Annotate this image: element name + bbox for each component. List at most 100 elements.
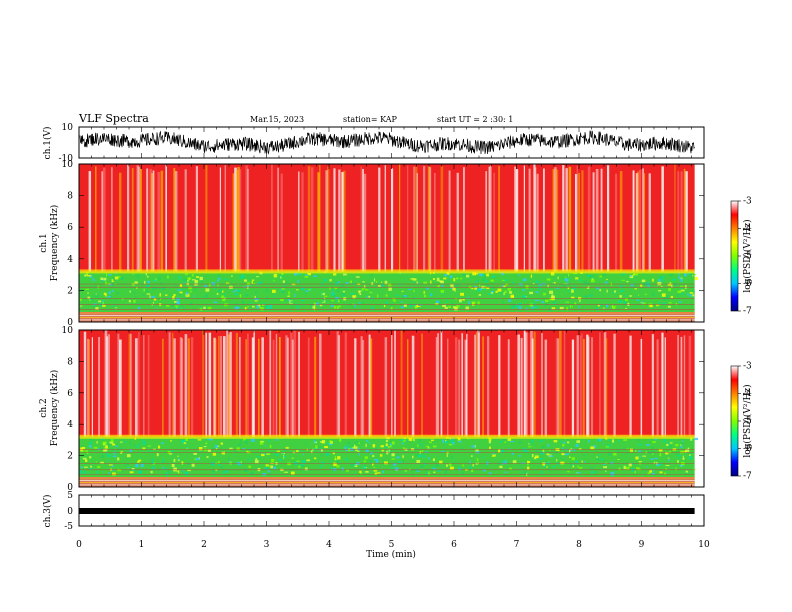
spectrogram-streak [642,168,644,272]
spectrogram-speckle [282,452,284,455]
spectrogram-streak [683,335,686,437]
spectrogram-speckle [212,452,217,456]
spectrogram-speckle [304,467,308,471]
spectrogram-streak [498,335,501,437]
spectrogram-streak [117,333,120,437]
spectrogram-speckle [365,471,369,473]
spectrogram-streak [498,166,500,272]
spectrogram-speckle [408,437,413,441]
spectrogram-speckle [528,446,532,448]
time-tick-label: 2 [201,540,207,550]
spectrogram-streak [354,338,357,437]
spectrogram-speckle [281,288,283,291]
spectrogram-speckle [658,290,662,292]
spectrogram-speckle [364,285,366,289]
spectrogram-speckle [449,275,453,279]
spectrogram-speckle [652,293,655,296]
spectrogram-speckle [226,282,230,284]
spectrogram-speckle [300,300,305,302]
spectrogram-speckle [370,452,373,455]
spectrogram-speckle [454,307,458,311]
spectrogram-speckle [263,302,266,305]
spectrogram-speckle [635,467,640,470]
spectrogram-speckle [180,307,185,309]
spectrogram-speckle [310,287,312,291]
spectrogram-speckle [195,457,200,461]
spectrogram-speckle [218,460,220,465]
spectrogram-speckle [471,301,476,304]
spectrogram-streak [514,166,517,272]
spectrogram-speckle [187,469,191,472]
spectrogram-speckle [548,449,551,451]
spectrogram-streak [338,169,341,272]
spectrogram-speckle [267,469,270,473]
spectrogram-speckle [596,458,600,461]
spectrogram-speckle [406,439,409,442]
spectrogram-speckle [684,459,687,461]
spectrogram-speckle [547,471,551,473]
spectrogram-speckle [638,294,640,296]
spectrogram-speckle [404,448,408,451]
spectrogram-speckle [327,442,330,444]
spectrogram-speckle [219,289,221,291]
spectrogram-speckle [676,453,680,456]
spectrogram-streak [277,167,279,272]
spectrogram-speckle [433,468,437,470]
spectrogram-speckle [392,441,395,445]
spectrogram-speckle [363,465,366,469]
spectrogram-speckle [476,288,481,292]
spectrogram-streak [285,335,288,437]
spectrogram-speckle [280,276,282,279]
spectrogram-speckle [634,288,638,290]
spectrogram-speckle [138,470,142,474]
spectrogram-speckle [597,438,600,442]
spectrogram-speckle [435,300,440,304]
spectrogram-streak [477,330,480,437]
spectrogram-speckle [569,449,571,453]
spectrogram-speckle [475,280,478,283]
spectrogram-speckle [305,274,308,276]
spectrogram-speckle [189,302,193,306]
spectrogram-speckle [304,291,307,295]
spectrogram-speckle [569,456,571,458]
spectrogram-speckle [300,287,305,290]
spectrogram-speckle [501,284,504,287]
spectrogram-speckle [281,288,285,290]
spectrogram-speckle [590,446,595,450]
spectrogram-speckle [359,292,362,295]
spectrogram-speckle [385,443,388,447]
spectrogram-speckle [474,287,477,290]
spectrogram-speckle [276,450,281,452]
spectrogram-speckle [174,306,177,310]
spectrogram-speckle [102,302,104,306]
spectrogram-speckle [218,463,221,466]
spectrogram-streak [261,337,264,437]
spectrogram-speckle [96,461,98,463]
spectrogram-speckle [294,293,296,298]
spectrogram-speckle [520,472,522,475]
spectrogram-speckle [432,445,437,448]
spectrogram-speckle [688,452,690,455]
spectrogram-speckle [667,283,672,286]
spectrogram-transition [79,269,695,274]
spectrogram-speckle [639,455,641,458]
spectrogram-speckle [243,438,246,441]
spectrogram-speckle [547,284,549,288]
spectrogram-speckle [561,453,565,456]
spectrogram-speckle [583,461,586,463]
spectrogram-speckle [274,453,279,456]
spectrogram-speckle [457,437,461,441]
spectrogram-speckle [554,451,559,453]
spectrogram-speckle [132,273,134,275]
spectrogram-streak [370,338,373,437]
spectrogram-streak [651,334,654,437]
spectrogram-speckle [334,455,336,459]
spectrogram-speckle [416,470,420,472]
spectrogram-speckle [334,287,337,290]
spectrogram-speckle [250,471,254,476]
spectrogram-speckle [354,441,358,444]
spectrogram-speckle [415,279,417,283]
spectrogram-streak [639,169,642,272]
spectrogram-streak [104,330,108,437]
spectrogram-speckle [192,279,196,281]
